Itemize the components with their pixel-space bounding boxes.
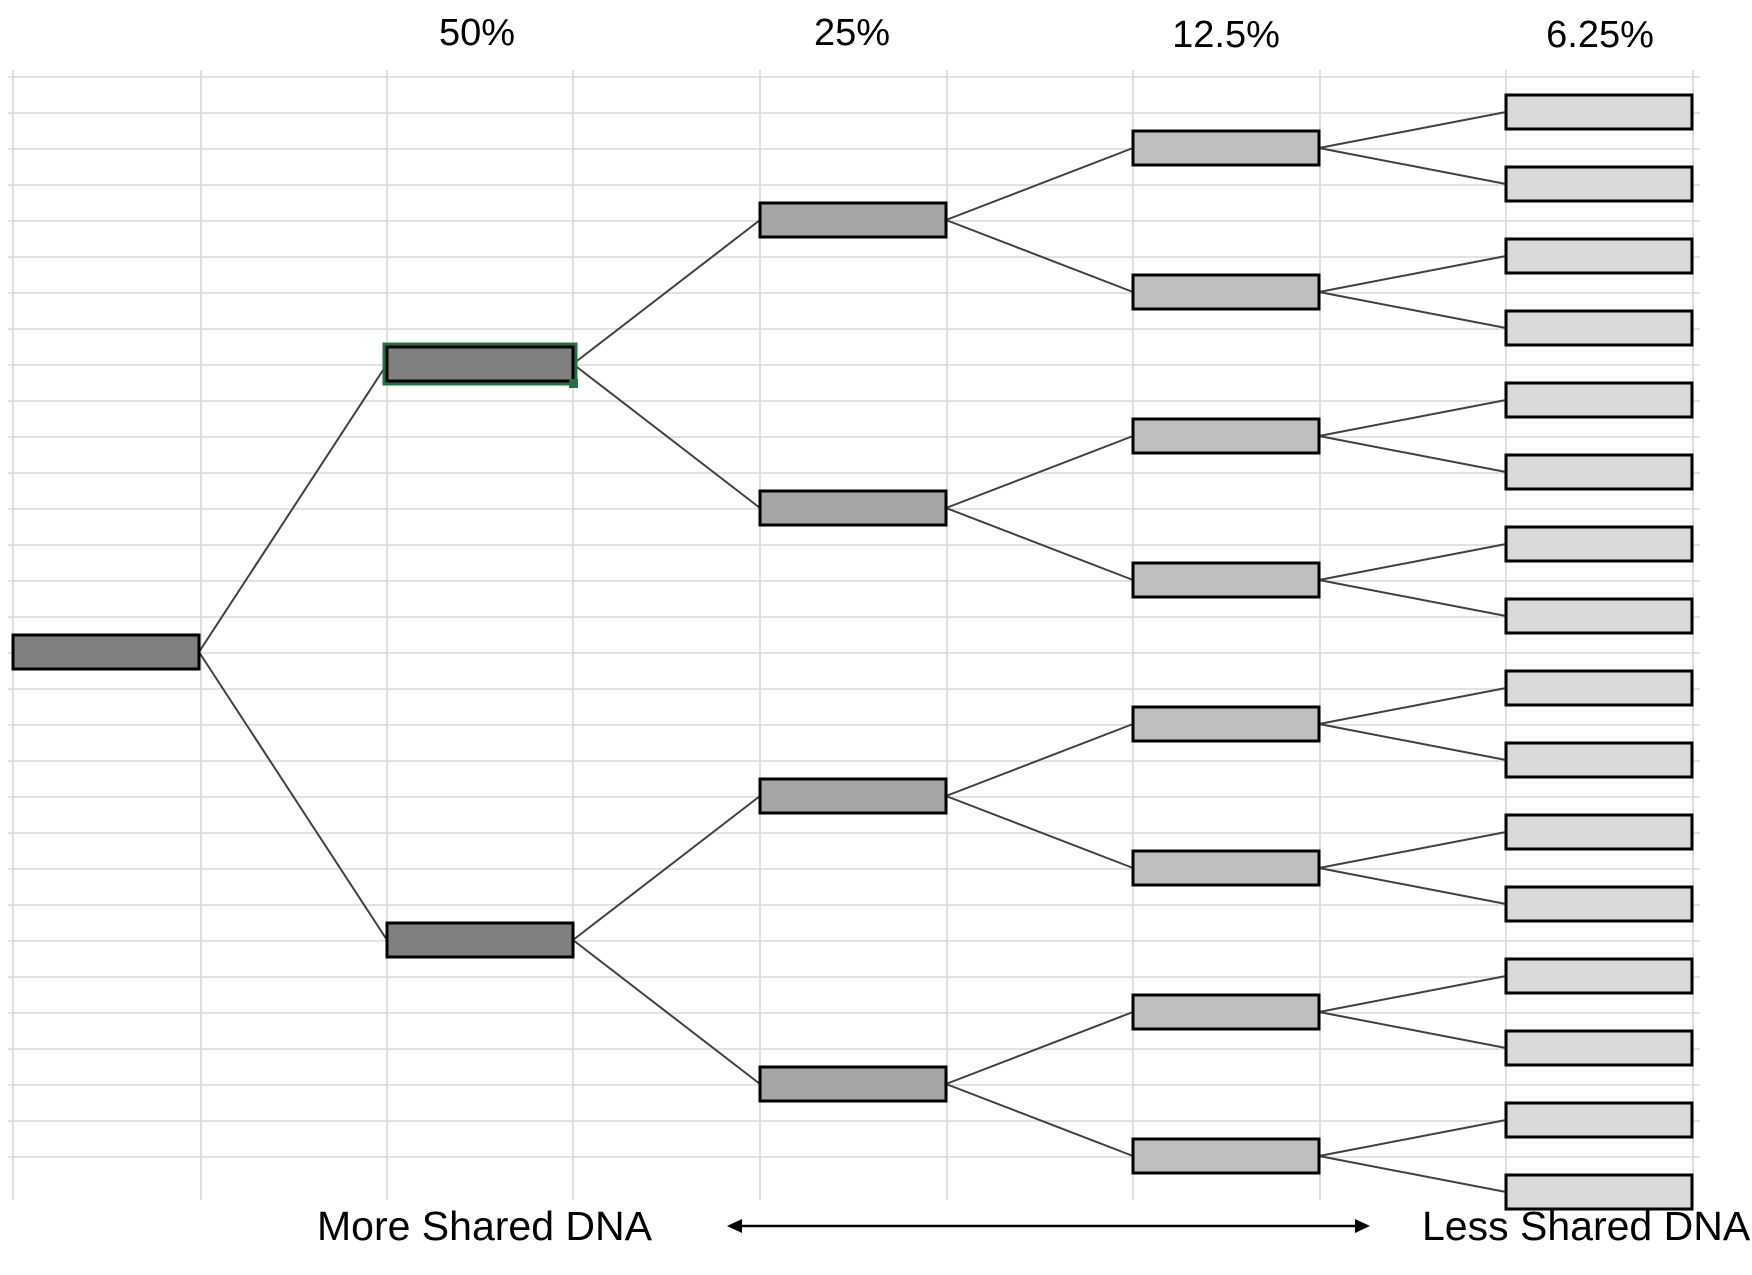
tree-connector-line [945, 723, 1134, 797]
tree-connector-line [1318, 111, 1507, 149]
tree-connector-line [945, 1011, 1134, 1085]
tree-connector-line [572, 795, 761, 941]
tree-connector-line [198, 363, 388, 653]
fill-handle-icon[interactable] [569, 379, 578, 388]
tree-connector-line [1318, 399, 1507, 437]
generation-3-ancestor-box[interactable] [1131, 417, 1321, 455]
generation-3-ancestor-box[interactable] [1131, 1137, 1321, 1175]
shared-dna-scale: More Shared DNA Less Shared DNA [317, 1203, 1751, 1249]
tree-boxes [11, 93, 1694, 1211]
generation-4-ancestor-box[interactable] [1504, 597, 1694, 635]
tree-connector-line [572, 363, 761, 509]
generation-3-ancestor-box[interactable] [1131, 561, 1321, 599]
generation-4-ancestor-box[interactable] [1504, 237, 1694, 275]
tree-connector-line [198, 651, 388, 941]
generation-percent-labels: 50% 25% 12.5% 6.25% [439, 12, 1654, 56]
tree-connectors [198, 111, 1507, 1193]
tree-connector-line [945, 147, 1134, 221]
generation-3-ancestor-box[interactable] [1131, 849, 1321, 887]
generation-4-ancestor-box[interactable] [1504, 381, 1694, 419]
spreadsheet-grid [8, 70, 1700, 1200]
tree-connector-line [1318, 867, 1507, 905]
tree-connector-line [1318, 291, 1507, 329]
tree-connector-line [945, 507, 1134, 581]
selection-outline [382, 342, 578, 386]
generation-4-ancestor-box[interactable] [1504, 669, 1694, 707]
tree-connector-line [1318, 543, 1507, 581]
generation-2-ancestor-box[interactable] [758, 777, 948, 815]
generation-1-lower-box[interactable] [385, 921, 575, 959]
generation-4-ancestor-box[interactable] [1504, 957, 1694, 995]
generation-4-ancestor-box[interactable] [1504, 93, 1694, 131]
tree-connector-line [1318, 1155, 1507, 1193]
tree-connector-line [1318, 435, 1507, 473]
generation-4-ancestor-box[interactable] [1504, 813, 1694, 851]
generation-4-ancestor-box[interactable] [1504, 1101, 1694, 1139]
generation-3-ancestor-box[interactable] [1131, 705, 1321, 743]
tree-connector-line [945, 219, 1134, 293]
generation-2-ancestor-box[interactable] [758, 1065, 948, 1103]
generation-1-percent-label: 50% [439, 12, 515, 54]
generation-4-ancestor-box[interactable] [1504, 1029, 1694, 1067]
generation-4-percent-label: 6.25% [1546, 14, 1654, 56]
tree-connector-line [1318, 1119, 1507, 1157]
tree-connector-line [1318, 147, 1507, 185]
tree-connector-line [945, 795, 1134, 869]
generation-2-ancestor-box[interactable] [758, 201, 948, 239]
generation-3-ancestor-box[interactable] [1131, 273, 1321, 311]
generation-2-percent-label: 25% [814, 12, 890, 54]
tree-connector-line [1318, 723, 1507, 761]
generation-3-ancestor-box[interactable] [1131, 993, 1321, 1031]
tree-connector-line [1318, 687, 1507, 725]
tree-connector-line [572, 939, 761, 1085]
generation-4-ancestor-box[interactable] [1504, 165, 1694, 203]
generation-2-ancestor-box[interactable] [758, 489, 948, 527]
generation-1-upper-box[interactable] [385, 345, 575, 383]
tree-connector-line [572, 219, 761, 365]
double-arrow-icon [727, 1219, 1370, 1233]
generation-4-ancestor-box[interactable] [1504, 885, 1694, 923]
more-shared-dna-label: More Shared DNA [317, 1203, 653, 1249]
tree-connector-line [1318, 1011, 1507, 1049]
tree-connector-line [945, 435, 1134, 509]
generation-4-ancestor-box[interactable] [1504, 525, 1694, 563]
less-shared-dna-label: Less Shared DNA [1422, 1203, 1751, 1249]
generation-4-ancestor-box[interactable] [1504, 741, 1694, 779]
generation-4-ancestor-box[interactable] [1504, 1173, 1694, 1211]
tree-connector-line [1318, 579, 1507, 617]
tree-connector-line [1318, 831, 1507, 869]
generation-3-ancestor-box[interactable] [1131, 129, 1321, 167]
generation-3-percent-label: 12.5% [1172, 14, 1280, 56]
tree-connector-line [1318, 975, 1507, 1013]
generation-4-ancestor-box[interactable] [1504, 453, 1694, 491]
tree-connector-line [945, 1083, 1134, 1157]
root-person-box[interactable] [11, 633, 201, 671]
generation-4-ancestor-box[interactable] [1504, 309, 1694, 347]
tree-connector-line [1318, 255, 1507, 293]
